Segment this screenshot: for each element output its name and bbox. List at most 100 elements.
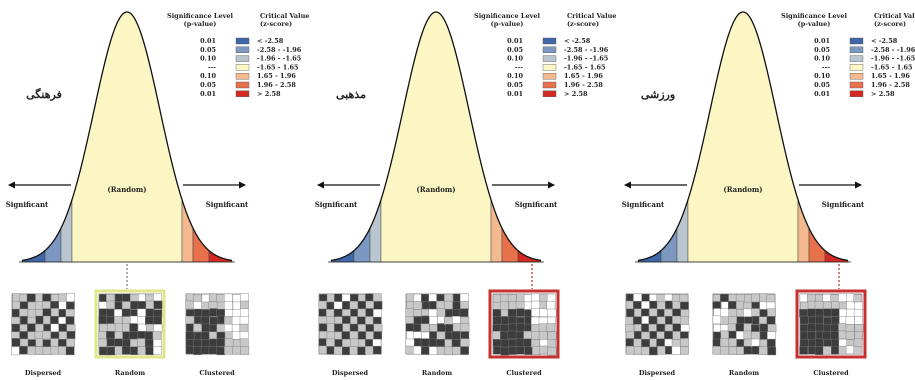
- map-cell: [421, 315, 430, 325]
- map-cell: [326, 316, 335, 325]
- map-cell: [349, 331, 359, 340]
- map-cell: [735, 323, 745, 332]
- dispersed-label: Dispersed: [25, 369, 62, 377]
- map-cell: [224, 338, 234, 347]
- map-cell: [98, 338, 108, 348]
- map-cell: [546, 323, 556, 332]
- map-cell: [452, 346, 461, 355]
- map-cell: [50, 323, 60, 333]
- legend-header-significance: Significance Level: [167, 12, 233, 20]
- map-cell: [232, 345, 242, 355]
- map-cell: [50, 301, 59, 310]
- map-cell: [342, 323, 352, 332]
- legend-zscore: 1.96 - 2.58: [257, 81, 296, 89]
- map-cell: [350, 293, 359, 303]
- map-cell: [27, 301, 37, 311]
- map-cell: [129, 331, 139, 340]
- map-cell: [507, 308, 517, 318]
- map-cell: [736, 346, 745, 355]
- map-cell: [144, 339, 154, 348]
- legend-pvalue: 0.01: [814, 90, 830, 98]
- map-cell: [712, 315, 722, 325]
- panel-3: (Random) Significant Significant ورزشی Signi…: [622, 11, 915, 377]
- legend-swatch: [235, 64, 250, 71]
- map-cell: [853, 309, 863, 318]
- map-cell: [720, 316, 730, 325]
- map-cell: [845, 331, 855, 340]
- map-cell: [114, 338, 123, 347]
- map-cell: [546, 293, 556, 303]
- map-cell: [845, 324, 855, 333]
- map-cell: [153, 316, 163, 325]
- map-cell: [35, 323, 44, 333]
- map-cell: [845, 345, 855, 355]
- legend-pvalue: 0.01: [507, 37, 523, 45]
- legend-swatch: [542, 46, 557, 53]
- significant-right-label: Significant: [515, 200, 558, 209]
- map-cell: [766, 294, 776, 303]
- map-cell: [680, 316, 689, 325]
- map-cell: [500, 331, 509, 340]
- map-cell: [318, 316, 328, 325]
- map-cell: [830, 323, 840, 333]
- map-cell: [349, 301, 359, 310]
- legend-pvalue: 0.10: [200, 55, 216, 63]
- map-cell: [372, 345, 382, 355]
- map-cell: [153, 346, 162, 355]
- map-cell: [106, 338, 116, 347]
- map-cell: [11, 316, 21, 326]
- significant-left-label: Significant: [315, 200, 358, 209]
- map-cell: [413, 323, 422, 333]
- map-cell: [373, 323, 383, 333]
- significant-right-label: Significant: [206, 200, 249, 209]
- map-cell: [106, 346, 116, 356]
- map-cell: [831, 338, 840, 348]
- map-cell: [656, 323, 666, 333]
- map-cell: [743, 330, 753, 340]
- map-cell: [372, 293, 382, 302]
- map-cell: [42, 346, 52, 355]
- map-cell: [428, 308, 438, 318]
- normal-curve: [637, 11, 849, 262]
- map-cell: [413, 309, 423, 318]
- legend-pvalue: 0.10: [814, 55, 830, 63]
- map-cell: [839, 308, 848, 318]
- map-cell: [318, 308, 328, 318]
- map-cell: [720, 293, 729, 303]
- map-cell: [333, 346, 343, 355]
- map-cell: [318, 345, 328, 355]
- map-cell: [656, 301, 666, 310]
- map-cell: [444, 293, 453, 303]
- clustered-pattern-map: [795, 289, 867, 359]
- map-cell: [11, 338, 21, 347]
- map-cell: [648, 308, 658, 317]
- map-cell: [326, 331, 336, 341]
- map-cell: [19, 293, 28, 303]
- map-cell: [193, 301, 203, 310]
- curve-band: [676, 199, 689, 263]
- map-cell: [334, 323, 343, 332]
- map-cell: [365, 316, 374, 325]
- map-cell: [815, 338, 824, 348]
- map-cell: [460, 301, 469, 310]
- map-cell: [656, 338, 666, 347]
- map-cell: [342, 346, 351, 356]
- map-cell: [633, 293, 642, 303]
- curve-band: [60, 199, 73, 263]
- map-cell: [413, 293, 423, 303]
- map-cell: [152, 331, 162, 340]
- legend-pvalue: 0.10: [507, 55, 523, 63]
- legend-header-significance: Significance Level: [781, 12, 847, 20]
- map-cell: [106, 323, 116, 332]
- legend-header-zscore: (z-score): [567, 20, 599, 28]
- map-cell: [759, 323, 769, 333]
- legend-swatch: [849, 37, 864, 45]
- map-cell: [27, 323, 36, 332]
- map-cell: [216, 294, 225, 303]
- map-cell: [50, 316, 59, 325]
- map-cell: [421, 293, 430, 303]
- map-cell: [333, 308, 343, 318]
- map-cell: [751, 324, 760, 333]
- map-cell: [799, 315, 809, 325]
- map-cell: [326, 323, 336, 332]
